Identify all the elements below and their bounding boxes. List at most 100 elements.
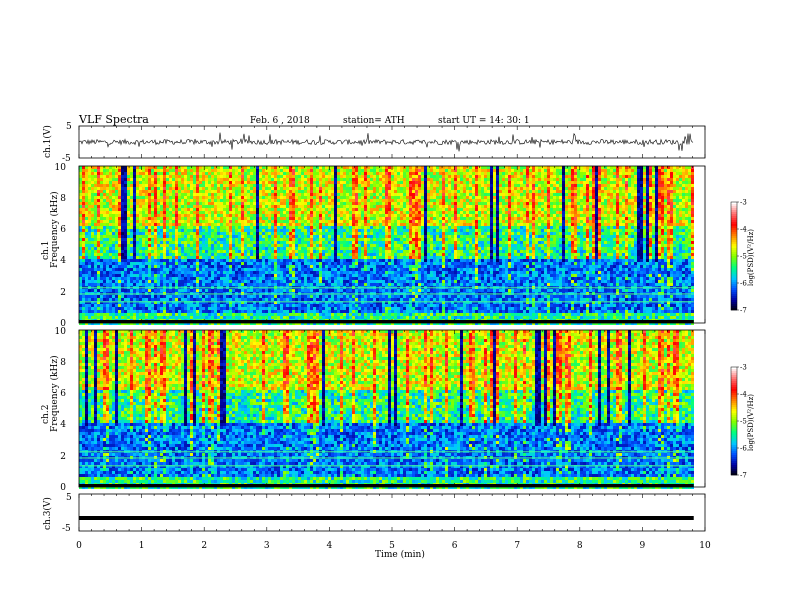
spectrogram-cell — [175, 235, 178, 238]
spectrogram-cell — [283, 199, 286, 202]
spectrogram-cell — [292, 178, 295, 181]
spectrogram-cell — [274, 220, 277, 223]
spectrogram-cell — [226, 229, 229, 232]
spectrogram-cell — [184, 241, 187, 244]
spectrogram-cell — [94, 247, 97, 250]
spectrogram-cell — [85, 271, 88, 274]
spectrogram-cell — [346, 214, 349, 217]
spectrogram-cell — [358, 250, 361, 253]
spectrogram-cell — [307, 187, 310, 190]
spectrogram-cell — [268, 211, 271, 214]
spectrogram-cell — [106, 271, 109, 274]
spectrogram-cell — [268, 208, 271, 211]
spectrogram-cell — [304, 181, 307, 184]
spectrogram-cell — [229, 265, 232, 268]
spectrogram-cell — [112, 307, 115, 310]
spectrogram-cell — [274, 178, 277, 181]
spectrogram-cell — [304, 202, 307, 205]
spectrogram-cell — [79, 181, 82, 184]
spectrogram-cell — [103, 223, 106, 226]
spectrogram-cell — [223, 172, 226, 175]
spectrogram-cell — [352, 253, 355, 256]
spectrogram-cell — [205, 214, 208, 217]
spectrogram-cell — [232, 229, 235, 232]
spectrogram-cell — [160, 226, 163, 229]
spectrogram-cell — [211, 199, 214, 202]
spectrogram-cell — [298, 190, 301, 193]
spectrogram-cell — [130, 190, 133, 193]
spectrogram-cell — [361, 166, 364, 169]
spectrogram-cell — [166, 217, 169, 220]
spectrogram-cell — [151, 220, 154, 223]
spectrogram-cell — [313, 277, 316, 280]
spectrogram-cell — [142, 289, 145, 292]
spectrogram-cell — [130, 238, 133, 241]
spectrogram-cell — [241, 223, 244, 226]
spectrogram-cell — [97, 211, 100, 214]
spectrogram-cell — [199, 307, 202, 310]
spectrogram-cell — [145, 235, 148, 238]
spectrogram-cell — [235, 268, 238, 271]
spectrogram-cell — [85, 208, 88, 211]
spectrogram-cell — [130, 316, 133, 319]
spectrogram-cell — [82, 187, 85, 190]
spectrogram-cell — [94, 235, 97, 238]
spectrogram-cell — [226, 178, 229, 181]
spectrogram-cell — [265, 295, 268, 298]
spectrogram-cell — [349, 217, 352, 220]
spectrogram-cell — [100, 277, 103, 280]
spectrogram-cell — [337, 169, 340, 172]
spectrogram-cell — [277, 196, 280, 199]
spectrogram-cell — [217, 211, 220, 214]
spectrogram-cell — [106, 298, 109, 301]
spectrogram-cell — [313, 241, 316, 244]
spectrogram-cell — [112, 247, 115, 250]
spectrogram-cell — [178, 196, 181, 199]
spectrogram-cell — [352, 238, 355, 241]
spectrogram-cell — [148, 316, 151, 319]
spectrogram-cell — [349, 298, 352, 301]
spectrogram-cell — [226, 187, 229, 190]
spectrogram-cell — [175, 190, 178, 193]
spectrogram-cell — [184, 253, 187, 256]
spectrogram-cell — [307, 193, 310, 196]
spectrogram-cell — [184, 265, 187, 268]
spectrogram-cell — [136, 253, 139, 256]
spectrogram-cell — [181, 199, 184, 202]
spectrogram-cell — [286, 247, 289, 250]
spectrogram-cell — [322, 289, 325, 292]
spectrogram-cell — [139, 241, 142, 244]
spectrogram-cell — [139, 214, 142, 217]
spectrogram-cell — [301, 229, 304, 232]
spectrogram-cell — [322, 280, 325, 283]
spectrogram-cell — [139, 181, 142, 184]
spectrogram-cell — [166, 253, 169, 256]
spectrogram-cell — [256, 172, 259, 175]
spectrogram-cell — [310, 268, 313, 271]
spectrogram-cell — [343, 232, 346, 235]
spectrogram-cell — [232, 280, 235, 283]
spectrogram-cell — [124, 169, 127, 172]
spectrogram-cell — [289, 172, 292, 175]
spectrogram-cell — [247, 259, 250, 262]
spectrogram-cell — [256, 268, 259, 271]
spectrogram-cell — [298, 274, 301, 277]
spectrogram-cell — [283, 277, 286, 280]
spectrogram-cell — [214, 172, 217, 175]
spectrogram-cell — [301, 289, 304, 292]
spectrogram-cell — [298, 268, 301, 271]
spectrogram-cell — [82, 265, 85, 268]
spectrogram-cell — [346, 262, 349, 265]
spectrogram-cell — [142, 214, 145, 217]
spectrogram-cell — [277, 241, 280, 244]
spectrogram-cell — [214, 310, 217, 313]
spectrogram-cell — [331, 187, 334, 190]
spectrogram-cell — [292, 202, 295, 205]
spectrogram-cell — [247, 256, 250, 259]
spectrogram-cell — [247, 166, 250, 169]
spectrogram-cell — [340, 280, 343, 283]
spectrogram-cell — [268, 241, 271, 244]
spectrogram-cell — [247, 214, 250, 217]
spectrogram-cell — [109, 241, 112, 244]
spectrogram-cell — [121, 304, 124, 307]
